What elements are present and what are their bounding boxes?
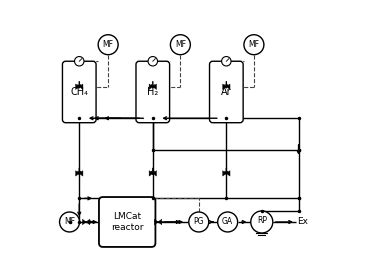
Polygon shape (79, 84, 83, 90)
Polygon shape (223, 171, 226, 176)
FancyBboxPatch shape (63, 61, 96, 123)
Polygon shape (76, 171, 79, 176)
Polygon shape (149, 171, 153, 176)
Text: LMCat
reactor: LMCat reactor (111, 212, 143, 232)
Text: H₂: H₂ (147, 87, 158, 97)
Polygon shape (226, 84, 230, 90)
Text: GA: GA (222, 218, 233, 226)
Text: MF: MF (175, 40, 186, 49)
FancyBboxPatch shape (209, 61, 243, 123)
Text: PG: PG (194, 218, 204, 226)
Polygon shape (153, 84, 157, 90)
Polygon shape (76, 84, 79, 90)
Text: CH₄: CH₄ (70, 87, 88, 97)
Polygon shape (149, 84, 153, 90)
Text: Ex: Ex (297, 218, 308, 226)
Polygon shape (79, 171, 83, 176)
FancyBboxPatch shape (99, 197, 156, 247)
Circle shape (60, 212, 79, 232)
Text: RP: RP (257, 216, 267, 225)
Polygon shape (82, 219, 86, 225)
Circle shape (171, 35, 190, 55)
Circle shape (189, 212, 209, 232)
Polygon shape (153, 171, 157, 176)
Circle shape (218, 212, 238, 232)
Circle shape (98, 35, 118, 55)
Polygon shape (223, 84, 226, 90)
Polygon shape (154, 219, 158, 225)
Polygon shape (86, 219, 90, 225)
Text: MF: MF (64, 218, 75, 226)
Text: Ar: Ar (221, 87, 232, 97)
Circle shape (148, 57, 157, 66)
Circle shape (221, 57, 231, 66)
Polygon shape (158, 219, 162, 225)
Text: MF: MF (102, 40, 114, 49)
Circle shape (75, 57, 84, 66)
Circle shape (244, 35, 264, 55)
Polygon shape (226, 171, 230, 176)
Circle shape (251, 211, 273, 233)
FancyBboxPatch shape (136, 61, 169, 123)
Text: MF: MF (249, 40, 259, 49)
